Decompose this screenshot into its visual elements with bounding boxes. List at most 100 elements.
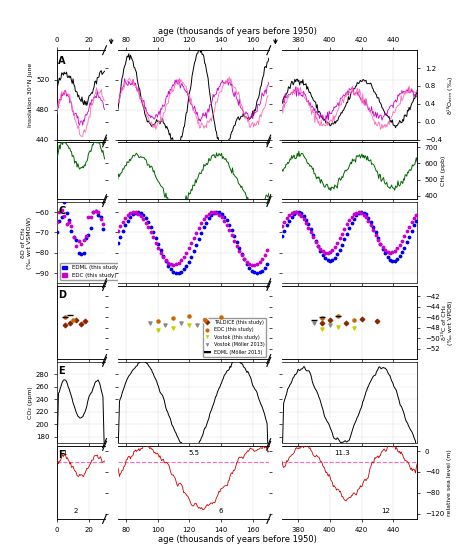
Point [55,208,63,217]
Point [281,227,288,235]
Point [288,209,295,218]
Point [389,256,396,265]
Point [255,257,263,266]
Y-axis label: Insolation 30°N June: Insolation 30°N June [28,62,33,127]
Point [350,210,358,219]
Point [182,248,190,257]
Point [92,207,100,216]
Point [220,217,228,225]
Point [92,207,100,216]
Point [180,265,187,274]
Point [312,236,319,245]
Point [217,313,225,322]
Point [172,268,180,277]
Point [317,247,324,256]
Point [405,222,413,231]
Point [164,258,172,267]
Point [379,244,386,253]
Point [401,243,408,252]
Text: A: A [58,56,66,66]
Point [367,217,374,226]
Point [152,234,160,243]
Point [70,233,78,242]
Point [362,210,370,219]
Point [338,229,346,238]
Point [307,225,315,234]
Text: D: D [58,290,66,300]
Point [175,258,182,267]
Point [167,260,175,269]
Point [198,219,205,228]
Point [246,263,253,272]
Point [94,208,102,217]
Legend: EDML (this study), EDC (this study): EDML (this study), EDC (this study) [60,263,122,281]
Point [357,208,365,217]
Point [187,239,195,248]
Point [238,249,246,258]
Point [386,248,394,257]
Point [391,256,399,265]
Point [317,244,324,253]
Point [192,240,200,249]
Point [84,231,92,240]
Point [77,240,85,249]
Text: F: F [58,450,65,459]
Point [155,243,162,252]
Point [261,251,268,259]
Point [384,248,392,257]
Point [132,208,139,217]
Point [97,213,104,222]
Point [350,323,357,332]
Point [200,215,208,224]
Point [343,220,351,229]
Point [218,213,225,222]
Point [314,242,322,251]
Y-axis label: CH₄ (ppb): CH₄ (ppb) [441,156,446,186]
Point [137,211,145,220]
Point [258,266,266,275]
Point [154,317,161,326]
Point [94,210,102,219]
Point [374,317,381,326]
Point [389,248,396,257]
Point [290,208,298,217]
Point [69,315,77,324]
Point [167,264,175,273]
Point [240,254,248,263]
Point [278,222,286,231]
Point [403,238,410,247]
Point [288,212,295,221]
Point [261,263,268,272]
Point [248,261,255,270]
Point [386,255,394,264]
Point [365,217,372,225]
Point [65,215,73,224]
Point [58,212,65,221]
Text: age (thousands of years before 1950): age (thousands of years before 1950) [157,535,317,544]
Point [190,247,198,256]
Point [253,268,261,277]
Point [145,223,152,232]
Point [334,322,341,331]
Point [326,315,334,324]
Point [233,241,240,250]
Point [202,218,210,227]
Point [240,255,248,264]
Point [382,246,389,254]
Point [374,235,382,244]
Point [307,228,315,237]
Point [87,213,95,222]
Point [63,208,70,217]
Point [251,268,258,277]
Point [358,314,365,323]
Point [84,213,92,222]
Point [65,217,73,226]
Point [205,209,213,218]
Point [372,230,379,239]
Point [139,214,147,223]
Point [305,223,312,232]
Point [318,324,326,333]
Point [324,256,331,265]
Point [401,232,408,240]
Point [213,209,220,218]
